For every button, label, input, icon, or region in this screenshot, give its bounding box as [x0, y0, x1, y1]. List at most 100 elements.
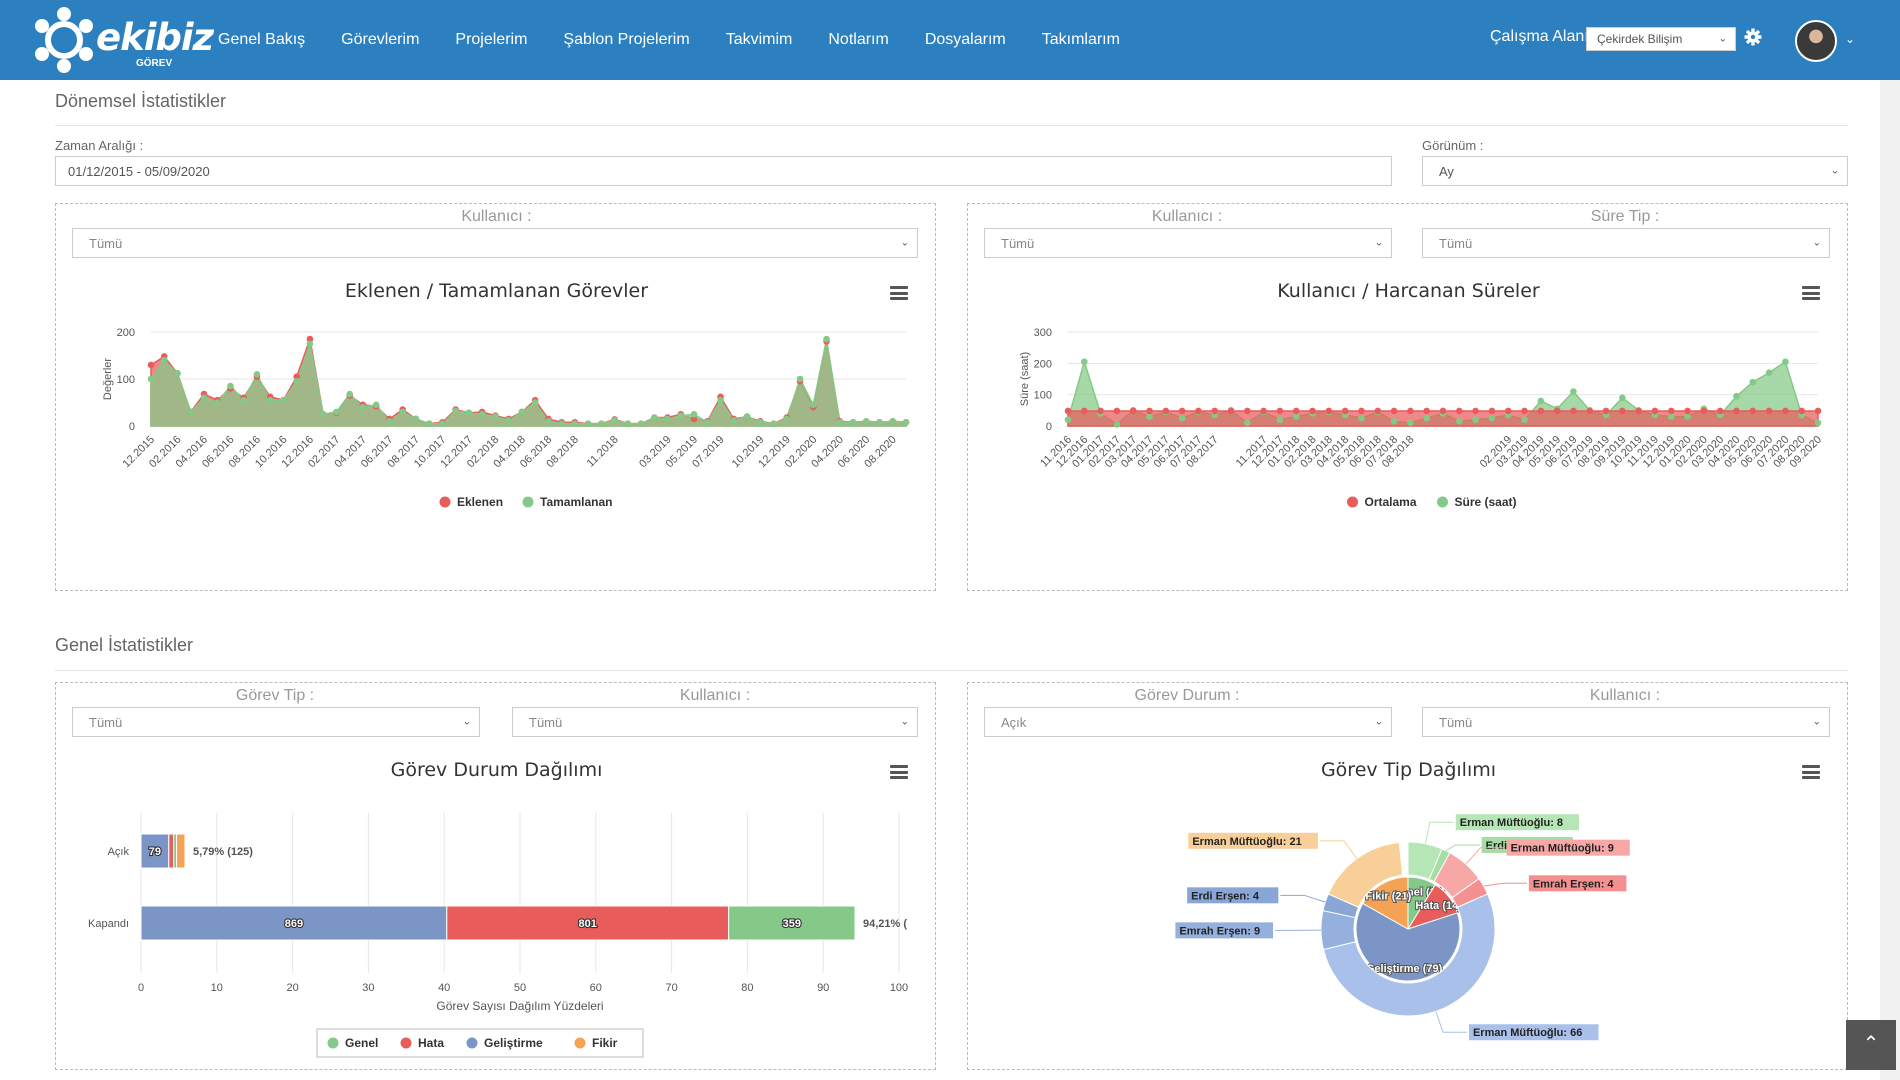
scroll-to-top-button[interactable]: ⌃	[1846, 1020, 1896, 1070]
nav-takimlarim[interactable]: Takımlarım	[1041, 31, 1120, 48]
duration-type-select[interactable]: Tümü ⌄	[1422, 228, 1830, 258]
task-type-value: Tümü	[89, 715, 123, 730]
pie-connector	[1435, 1011, 1467, 1033]
data-point	[1472, 407, 1479, 415]
legend-item: Fikir	[592, 1036, 618, 1050]
data-point	[266, 396, 274, 404]
user-filter-select[interactable]: Tümü ⌄	[984, 228, 1392, 258]
data-point	[1716, 407, 1724, 415]
pie-connector	[1424, 821, 1454, 844]
y-tick-label: 200	[1034, 358, 1052, 370]
chevron-down-icon: ⌄	[1830, 165, 1839, 177]
bar-data-label: 801	[579, 918, 597, 930]
data-point	[200, 394, 208, 402]
data-point	[1537, 397, 1545, 405]
legend-marker	[574, 1037, 586, 1049]
chart-menu-icon[interactable]	[890, 765, 908, 779]
user-filter-select[interactable]: Tümü ⌄	[512, 707, 918, 737]
x-tick-label: 60	[590, 982, 602, 994]
data-point	[1521, 416, 1528, 424]
nav-gorevlerim[interactable]: Görevlerim	[341, 31, 420, 48]
data-point	[412, 415, 420, 423]
data-point	[1537, 407, 1545, 415]
y-tick-label: 0	[1046, 421, 1052, 433]
data-point	[1684, 413, 1691, 420]
nav-takvimim[interactable]: Takvimim	[725, 31, 793, 48]
chart-menu-icon[interactable]	[1802, 286, 1820, 300]
pie-data-label: Erdi Erşen: 4	[1191, 890, 1260, 902]
chart-menu-icon[interactable]	[890, 286, 908, 300]
chevron-down-icon[interactable]: ⌄	[1845, 32, 1856, 46]
data-point	[1602, 407, 1610, 415]
date-range-input[interactable]: 01/12/2015 - 05/09/2020	[55, 156, 1392, 186]
data-point	[240, 396, 248, 404]
nav-sablon-projelerim[interactable]: Şablon Projelerim	[563, 31, 690, 48]
data-point	[213, 399, 221, 406]
view-select[interactable]: Ay ⌄	[1422, 156, 1848, 186]
data-point	[1113, 407, 1121, 415]
data-point	[1765, 369, 1773, 377]
data-point	[333, 408, 340, 416]
data-point	[1211, 407, 1219, 415]
bar-segment	[168, 833, 175, 869]
data-point	[1097, 407, 1104, 415]
data-point	[478, 410, 486, 418]
task-type-panel: Görev Durum : Açık ⌄ Kullanıcı : Tümü ⌄ Gö…	[967, 682, 1848, 1070]
scrollbar[interactable]	[1880, 80, 1900, 1080]
nav-genel-bakis[interactable]: Genel Bakış	[218, 31, 306, 48]
pie-ring-segment	[1327, 841, 1404, 908]
x-tick-label: 30	[362, 982, 374, 994]
category-label: Açık	[108, 846, 130, 858]
data-point	[690, 415, 698, 423]
data-point	[1358, 407, 1365, 415]
bar-data-label: 79	[149, 846, 161, 858]
chart-menu-icon[interactable]	[1802, 765, 1820, 779]
data-point	[902, 418, 910, 426]
data-point	[386, 418, 393, 425]
legend-marker	[400, 1037, 412, 1049]
logo-text: ekibiz	[96, 16, 214, 59]
data-point	[1064, 407, 1072, 415]
bar-segment	[140, 905, 448, 941]
bar-data-label: 359	[783, 918, 801, 930]
y-axis-label: Süre (saat)	[1019, 352, 1031, 406]
user-filter-select[interactable]: Tümü ⌄	[1422, 707, 1830, 737]
data-point	[1504, 407, 1512, 415]
pie-data-label: Erman Müftüoğlu: 21	[1192, 836, 1301, 848]
gear-icon[interactable]	[1743, 27, 1763, 47]
nav-projelerim[interactable]: Projelerim	[455, 31, 528, 48]
bar-segment	[446, 905, 730, 941]
pie-connector	[1445, 844, 1480, 852]
data-point	[1195, 407, 1202, 415]
data-point	[306, 335, 314, 343]
legend-box	[316, 1028, 644, 1058]
user-filter-label: Kullanıcı :	[461, 208, 532, 225]
data-point	[1749, 378, 1757, 386]
user-filter-select[interactable]: Tümü ⌄	[72, 228, 918, 258]
user-filter-label: Kullanıcı :	[1589, 687, 1661, 704]
nav-dosyalarim[interactable]: Dosyalarım	[924, 31, 1006, 48]
nav-notlarim[interactable]: Notlarım	[828, 31, 889, 48]
workspace-select[interactable]: Çekirdek Bilişim ⌄	[1586, 27, 1736, 51]
task-type-select[interactable]: Tümü ⌄	[72, 707, 480, 737]
task-status-select[interactable]: Açık ⌄	[984, 707, 1392, 737]
ekibiz-logo[interactable]: ekibiz GÖREV	[30, 6, 214, 74]
data-point	[425, 420, 433, 427]
user-avatar[interactable]	[1795, 20, 1837, 62]
data-point	[147, 361, 155, 369]
x-tick-label: 80	[741, 982, 753, 994]
task-type-label: Görev Tip :	[235, 687, 315, 704]
data-point	[677, 412, 685, 419]
x-tick-label: 50	[514, 982, 526, 994]
data-point	[1081, 358, 1088, 366]
legend-marker	[466, 1037, 478, 1049]
data-point	[280, 396, 287, 404]
time-spent-panel: Kullanıcı : Tümü ⌄ Süre Tip : Tümü ⌄ Kulla…	[967, 203, 1848, 591]
data-point	[1162, 407, 1170, 415]
data-point	[359, 403, 367, 411]
data-point	[465, 409, 473, 417]
y-axis-label: Değerler	[102, 358, 114, 401]
duration-type-label: Süre Tip :	[1590, 208, 1660, 225]
data-point	[1309, 407, 1316, 415]
data-point	[174, 370, 181, 377]
